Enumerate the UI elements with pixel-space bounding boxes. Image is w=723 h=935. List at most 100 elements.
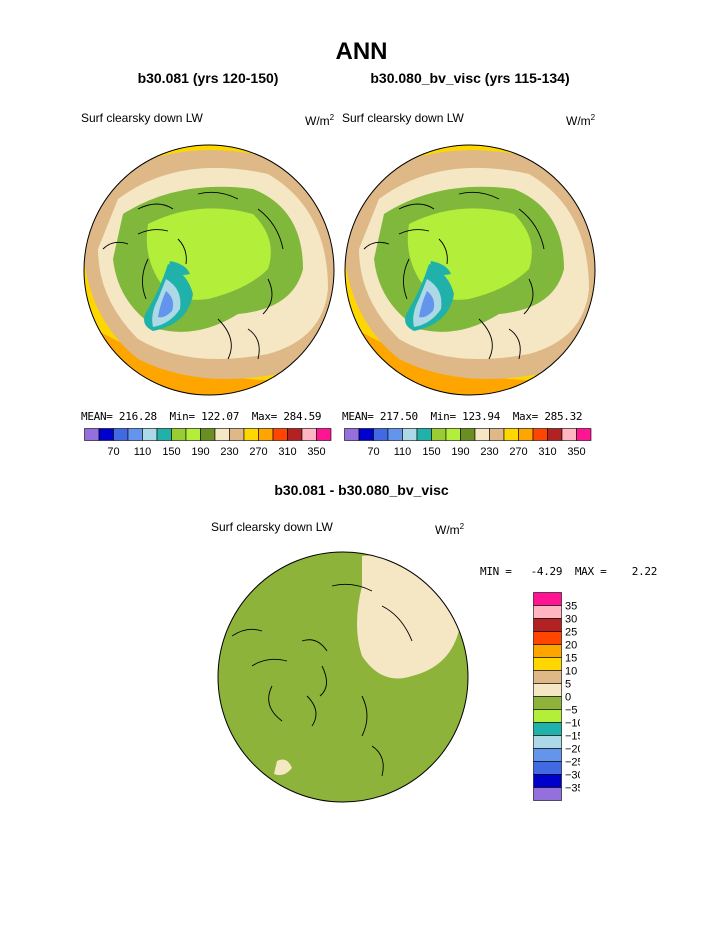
colorbar-swatch (533, 618, 562, 632)
colorbar-swatch (533, 748, 562, 762)
panel2-units: W/m2 (566, 113, 596, 128)
colorbar-swatch (358, 428, 374, 441)
colorbar-swatch (533, 787, 562, 801)
panel2-colorbar: 70 110 150 190 230 270 310 350 (344, 428, 592, 458)
contour-band-teal-north (429, 261, 451, 275)
colorbar-swatch (518, 428, 534, 441)
colorbar-label: −15 (565, 731, 580, 743)
colorbar-swatch (533, 657, 562, 671)
colorbar-label: 190 (451, 446, 469, 458)
colorbar-label: 10 (565, 666, 577, 678)
panel1-case-title: b30.081 (yrs 120-150) (137, 70, 279, 86)
colorbar-swatch (533, 761, 562, 775)
panel1-units: W/m2 (305, 113, 335, 128)
colorbar-label: 25 (565, 627, 577, 639)
colorbar-swatch (272, 428, 288, 441)
colorbar-label: 70 (367, 446, 379, 458)
colorbar-swatch (127, 428, 143, 441)
colorbar-swatch (533, 592, 562, 606)
diff-title: b30.081 - b30.080_bv_visc (274, 482, 449, 498)
map-border (344, 144, 596, 396)
colorbar-label: −5 (565, 705, 578, 717)
colorbar-swatch (431, 428, 447, 441)
colorbar-swatch (533, 683, 562, 697)
colorbar-swatch (84, 428, 100, 441)
colorbar-swatch (533, 644, 562, 658)
colorbar-swatch (532, 428, 548, 441)
contour-band-blue (419, 291, 435, 318)
diff-units: W/m2 (435, 522, 465, 537)
colorbar-label: 350 (567, 446, 585, 458)
panel2-case-title: b30.080_bv_visc (yrs 115-134) (370, 70, 570, 86)
coastlines (231, 583, 413, 777)
colorbar-swatch (416, 428, 432, 441)
colorbar-label: 35 (565, 601, 577, 613)
panel1-stats: MEAN= 216.28 Min= 122.07 Max= 284.59 (81, 410, 322, 423)
colorbar-swatch (98, 428, 114, 441)
colorbar-label: 0 (565, 692, 571, 704)
colorbar-label: 110 (394, 446, 412, 458)
colorbar-swatch (258, 428, 274, 441)
contour-band-teal-north (168, 261, 190, 275)
colorbar-swatch (503, 428, 519, 441)
colorbar-swatch (533, 774, 562, 788)
panel2-stats: MEAN= 217.50 Min= 123.94 Max= 285.32 (342, 410, 583, 423)
colorbar-label: 15 (565, 653, 577, 665)
colorbar-label: 70 (107, 446, 119, 458)
colorbar-label: 190 (191, 446, 209, 458)
colorbar-swatch (200, 428, 216, 441)
colorbar-swatch (402, 428, 418, 441)
colorbar-label: 150 (422, 446, 440, 458)
colorbar-swatch (185, 428, 201, 441)
colorbar-swatch (287, 428, 303, 441)
coastlines (363, 191, 545, 360)
colorbar-label: 310 (278, 446, 296, 458)
colorbar-label: 270 (249, 446, 267, 458)
colorbar-swatch (533, 722, 562, 736)
colorbar-swatch (445, 428, 461, 441)
colorbar-swatch (113, 428, 129, 441)
panel2-polar-map (344, 144, 596, 396)
map-border (217, 551, 469, 803)
colorbar-label: 30 (565, 614, 577, 626)
panel1-variable-label: Surf clearsky down LW (81, 111, 203, 125)
colorbar-swatch (229, 428, 245, 441)
colorbar-swatch (489, 428, 505, 441)
colorbar-label: −20 (565, 744, 580, 756)
colorbar-label: 150 (162, 446, 180, 458)
colorbar-label: 5 (565, 679, 571, 691)
contour-band-green (218, 552, 468, 802)
panel2-variable-label: Surf clearsky down LW (342, 111, 464, 125)
colorbar-swatch (316, 428, 332, 441)
main-title: ANN (335, 38, 388, 65)
panel1-colorbar: 70 110 150 190 230 270 310 350 (84, 428, 332, 458)
colorbar-swatch (142, 428, 158, 441)
coastlines (102, 191, 284, 360)
colorbar-swatch (460, 428, 476, 441)
colorbar-swatch (373, 428, 389, 441)
colorbar-label: 230 (480, 446, 498, 458)
colorbar-swatch (561, 428, 577, 441)
diff-stats: MIN = -4.29 MAX = 2.22 (480, 565, 658, 578)
colorbar-label: 270 (509, 446, 527, 458)
colorbar-label: 230 (220, 446, 238, 458)
colorbar-label: −30 (565, 770, 580, 782)
colorbar-swatch (533, 735, 562, 749)
colorbar-label: −25 (565, 757, 580, 769)
colorbar-swatch (474, 428, 490, 441)
diff-polar-map (217, 551, 469, 803)
colorbar-label: 110 (134, 446, 152, 458)
colorbar-swatch (547, 428, 563, 441)
colorbar-swatch (533, 670, 562, 684)
colorbar-swatch (171, 428, 187, 441)
colorbar-label: 20 (565, 640, 577, 652)
colorbar-swatch (533, 631, 562, 645)
colorbar-label: −10 (565, 718, 580, 730)
colorbar-label: −35 (565, 783, 580, 795)
colorbar-label: 350 (307, 446, 325, 458)
map-border (83, 144, 335, 396)
colorbar-swatch (387, 428, 403, 441)
contour-band-blue (158, 291, 174, 318)
contour-band-cream-small (274, 759, 292, 776)
